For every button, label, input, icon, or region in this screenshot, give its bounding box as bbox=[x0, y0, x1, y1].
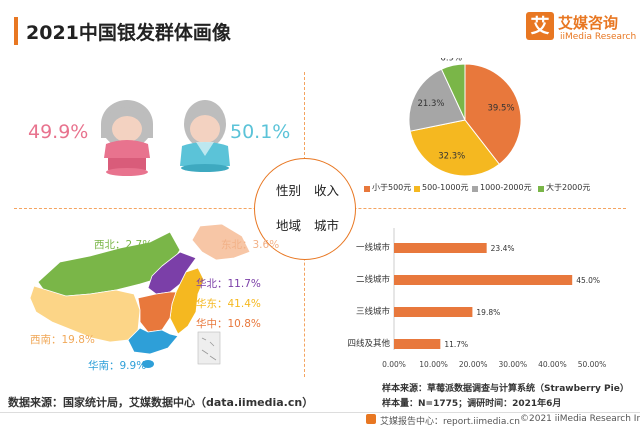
pie-legend-swatch-2 bbox=[472, 186, 478, 192]
male-percentage: 50.1% bbox=[230, 121, 291, 143]
map-region-south-island bbox=[142, 360, 154, 368]
footer-logo-icon bbox=[366, 414, 376, 424]
map-label-south: 华南：9.9% bbox=[88, 360, 147, 372]
bar-2 bbox=[394, 307, 473, 317]
map-label-central: 华中：10.8% bbox=[196, 318, 261, 330]
page-title: 2021中国银发群体画像 bbox=[26, 22, 231, 44]
footer-report-link[interactable]: 艾媒报告中心：report.iimedia.cn bbox=[380, 417, 520, 427]
income-pie-chart: 39.5% 32.3% 21.3% 6.9% bbox=[408, 58, 522, 177]
pie-slice-3 bbox=[440, 63, 466, 121]
income-pie-legend: 小于500元 500-1000元 1000-2000元 大于2000元 bbox=[354, 182, 634, 198]
male-figure-icon bbox=[180, 100, 230, 172]
divider-vertical-top bbox=[304, 72, 305, 210]
map-label-north: 华北：11.7% bbox=[196, 278, 261, 290]
map-label-northwest: 西北：2.7% bbox=[94, 239, 153, 251]
bar-x-tick-0: 0.00% bbox=[382, 360, 406, 369]
title-accent-bar bbox=[14, 17, 18, 45]
brand-name: 艾媒咨询 bbox=[558, 14, 619, 32]
pie-legend-label-3: 大于2000元 bbox=[546, 183, 591, 192]
pie-slice-2 bbox=[408, 68, 466, 132]
female-figure-icon bbox=[101, 100, 153, 176]
china-region-map bbox=[29, 223, 251, 368]
bar-x-tick-1: 10.00% bbox=[419, 360, 448, 369]
map-region-north bbox=[147, 251, 197, 295]
bar-x-tick-3: 30.00% bbox=[498, 360, 527, 369]
sample-size: 样本量：N=1775；调研时间：2021年6月 bbox=[382, 399, 562, 409]
label-gender: 性别 bbox=[276, 183, 302, 198]
pie-legend-label-0: 小于500元 bbox=[372, 183, 412, 192]
map-region-central bbox=[137, 291, 177, 333]
pie-legend-swatch-0 bbox=[364, 186, 370, 192]
brand-logo-icon: 艾 bbox=[526, 12, 554, 40]
label-region: 地域 bbox=[276, 218, 302, 233]
bar-value-label-1: 45.0% bbox=[576, 276, 600, 285]
bar-0 bbox=[394, 243, 487, 253]
pie-slice-1 bbox=[409, 119, 501, 177]
map-label-northeast: 东北：3.6% bbox=[221, 239, 280, 251]
pie-value-label-1: 32.3% bbox=[438, 152, 465, 162]
sample-source: 样本来源：草莓派数据调查与计算系统（Strawberry Pie） bbox=[382, 384, 629, 394]
bar-x-tick-4: 40.00% bbox=[538, 360, 567, 369]
bar-category-label-1: 二线城市 bbox=[356, 274, 391, 285]
footer-divider bbox=[0, 412, 640, 413]
bar-1 bbox=[394, 275, 573, 285]
pie-legend-swatch-3 bbox=[538, 186, 544, 192]
label-city: 城市 bbox=[314, 218, 340, 233]
pie-slice-0 bbox=[464, 63, 522, 165]
bar-category-label-3: 四线及其他 bbox=[347, 338, 390, 349]
pie-value-label-2: 21.3% bbox=[418, 99, 445, 109]
map-label-east: 华东：41.4% bbox=[196, 298, 261, 310]
brand-name-en: iiMedia Research bbox=[560, 32, 637, 42]
pie-legend-swatch-1 bbox=[414, 186, 420, 192]
bar-value-label-3: 11.7% bbox=[444, 340, 468, 349]
female-percentage: 49.9% bbox=[28, 121, 89, 143]
label-income: 收入 bbox=[314, 183, 340, 198]
footer-copyright: ©2021 iiMedia Research Inc bbox=[520, 414, 640, 424]
pie-legend-label-2: 1000-2000元 bbox=[480, 183, 532, 192]
bar-category-label-2: 三线城市 bbox=[356, 306, 391, 317]
data-source: 数据来源：国家统计局，艾媒数据中心（data.iimedia.cn） bbox=[8, 396, 314, 409]
pie-legend-label-1: 500-1000元 bbox=[422, 183, 469, 192]
bar-x-tick-5: 50.00% bbox=[578, 360, 607, 369]
center-circle bbox=[254, 158, 356, 260]
map-inset-box bbox=[197, 331, 221, 365]
map-region-northeast bbox=[191, 223, 251, 261]
map-region-south bbox=[127, 327, 179, 355]
bar-x-tick-2: 20.00% bbox=[459, 360, 488, 369]
divider-vertical-bottom bbox=[304, 212, 305, 377]
pie-value-label-0: 39.5% bbox=[488, 104, 515, 114]
bar-value-label-2: 19.8% bbox=[476, 308, 500, 317]
bar-category-label-0: 一线城市 bbox=[356, 242, 391, 253]
bar-3 bbox=[394, 339, 441, 349]
map-label-southwest: 西南：19.8% bbox=[30, 334, 95, 346]
bar-value-label-0: 23.4% bbox=[491, 244, 515, 253]
pie-value-label-3: 6.9% bbox=[440, 58, 462, 63]
